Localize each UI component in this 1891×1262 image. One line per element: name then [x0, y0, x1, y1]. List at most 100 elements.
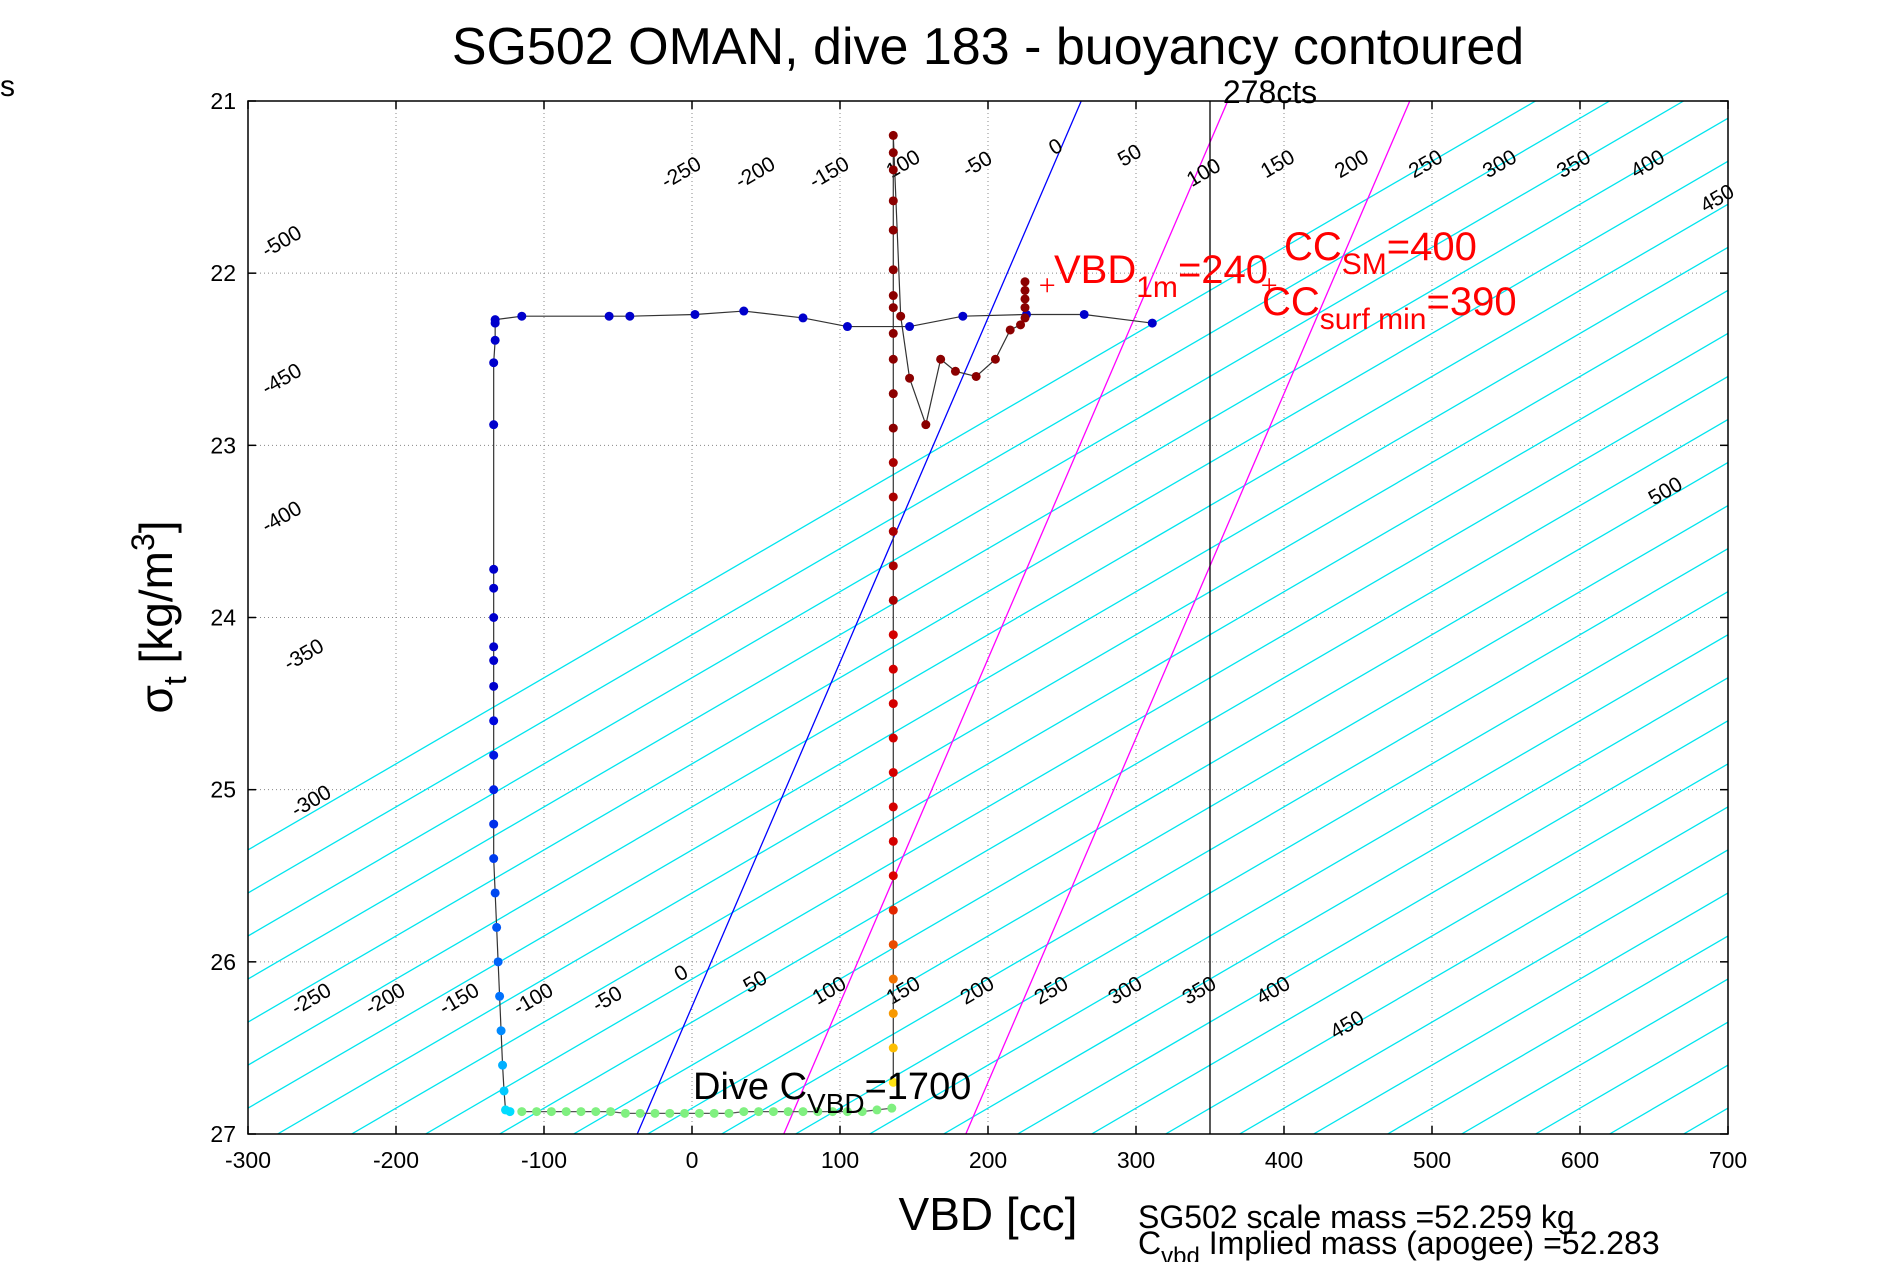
vbd-1m-sub: 1m	[1136, 271, 1178, 304]
x-tick-label: 700	[1709, 1147, 1747, 1173]
contour-label: 50	[1114, 140, 1146, 172]
cc-sm-sub: SM	[1342, 248, 1387, 281]
data-point-climb	[888, 699, 898, 709]
contour-line	[425, 375, 1728, 1134]
contour-line	[869, 633, 1728, 1134]
contour-label: 300	[1479, 145, 1521, 183]
contour-label: -150	[435, 979, 483, 1020]
data-point-dive	[489, 716, 499, 726]
contour-label: -250	[657, 152, 705, 193]
data-point-bottom	[591, 1107, 601, 1117]
contour-label: 100	[808, 972, 850, 1010]
cc-surf-main: CC	[1262, 280, 1320, 324]
contour-label: -250	[287, 979, 335, 1020]
data-series	[489, 130, 1277, 1118]
data-point-bottom	[680, 1108, 690, 1118]
x-tick-label: -200	[373, 1147, 419, 1173]
contour-label: -150	[805, 152, 853, 193]
y-axis-label: σt [kg/m3]	[125, 520, 193, 713]
data-point-climb	[888, 492, 898, 502]
chart-title: SG502 OMAN, dive 183 - buoyancy contoure…	[452, 18, 1524, 76]
data-point-climb	[888, 1043, 898, 1053]
data-point-climb	[888, 664, 898, 674]
data-point-climb	[1005, 325, 1015, 335]
contour-line	[943, 677, 1728, 1134]
contour-line	[277, 289, 1728, 1134]
y-label-sub: t	[157, 676, 193, 685]
data-point-climb	[888, 802, 898, 812]
data-point-dive	[489, 564, 499, 574]
data-point-dive	[499, 1086, 509, 1096]
implied-mass-rest: Implied mass (apogee) =52.283	[1200, 1225, 1660, 1261]
data-point-climb	[888, 767, 898, 777]
x-tick-label: -100	[521, 1147, 567, 1173]
y-label-sup: 3	[125, 533, 161, 551]
cc-surf-annotation: CCsurf min=390	[1262, 280, 1517, 336]
contour-line	[647, 504, 1728, 1134]
data-point-climb	[888, 526, 898, 536]
contour-label: 100	[882, 145, 924, 183]
contour-label: -100	[509, 979, 557, 1020]
data-point-dive	[505, 1107, 515, 1117]
data-point-climb	[1020, 303, 1030, 313]
plus-marker	[1040, 278, 1055, 293]
data-point-climb	[888, 733, 898, 743]
data-point-bottom	[842, 1107, 852, 1117]
reference-line-cc_surf_min	[965, 101, 1411, 1134]
data-point-climb	[990, 354, 1000, 364]
data-point-bottom	[635, 1108, 645, 1118]
data-point-climb	[888, 225, 898, 235]
data-point-climb	[936, 354, 946, 364]
data-point-climb	[888, 974, 898, 984]
vbd-1m-main: VBD	[1054, 248, 1136, 292]
contour-line	[573, 461, 1728, 1134]
x-tick-label: -300	[225, 1147, 271, 1173]
contour-label: 150	[1257, 145, 1299, 183]
data-point-bottom	[650, 1108, 660, 1118]
x-tick-label: 600	[1561, 1147, 1599, 1173]
data-point-bottom	[813, 1107, 823, 1117]
contour-line	[248, 203, 1728, 1066]
contour-line	[1758, 101, 1891, 1134]
data-point-bottom	[828, 1107, 838, 1117]
data-point-dive	[489, 613, 499, 622]
implied-mass-sub: vbd	[1161, 1243, 1200, 1262]
contour-line	[248, 101, 1536, 851]
data-point-dive	[490, 335, 500, 345]
contour-line	[1313, 892, 1728, 1134]
data-point-dive	[489, 642, 499, 652]
y-tick-label: 27	[210, 1121, 236, 1147]
y-tick-label: 24	[210, 605, 236, 631]
data-point-dive	[489, 583, 499, 593]
contour-line	[248, 160, 1728, 1023]
data-point-dive	[490, 888, 500, 898]
data-point-dive	[1079, 309, 1089, 319]
data-point-climb	[888, 836, 898, 846]
data-point-bottom	[724, 1108, 734, 1118]
data-point-dive	[489, 656, 499, 666]
data-point-climb	[1020, 294, 1030, 304]
data-point-climb	[1020, 313, 1030, 323]
data-point-bottom	[754, 1107, 764, 1117]
y-tick-label: 26	[210, 949, 236, 975]
scale-mass-text: SG502 scale mass =52.259 kg	[1138, 1199, 1575, 1235]
data-point-bottom	[561, 1107, 571, 1117]
data-point-bottom	[887, 1103, 897, 1113]
cc-surf-sub: surf min	[1320, 303, 1427, 336]
implied-mass-text: Cvbd Implied mass (apogee) =52.283	[1138, 1225, 1660, 1262]
data-point-bottom	[665, 1108, 675, 1118]
contour-label: 200	[956, 972, 998, 1010]
contour-line	[1832, 101, 1891, 1134]
x-tick-label: 400	[1265, 1147, 1303, 1173]
data-point-dive	[690, 309, 700, 319]
cts-label: 278cts	[1223, 74, 1317, 110]
contour-line	[1387, 935, 1728, 1134]
contour-label: -200	[731, 152, 779, 193]
y-tick-label: 23	[210, 432, 236, 458]
data-point-climb	[896, 311, 906, 321]
dive-cvbd-annotation: Dive CVBD=1700	[693, 1066, 971, 1119]
y-label-main: σ	[130, 685, 182, 713]
cc-surf-val: =390	[1426, 280, 1516, 324]
dive-cvbd-val: =1700	[865, 1066, 972, 1108]
data-point-dive	[489, 819, 499, 829]
